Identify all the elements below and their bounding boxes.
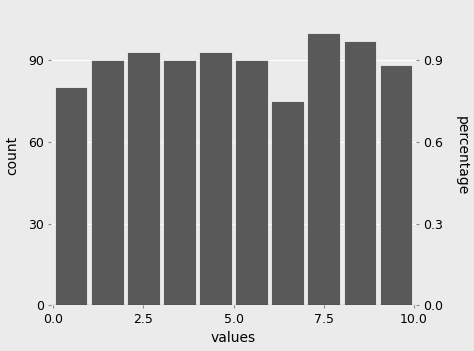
Bar <box>127 52 160 305</box>
Bar <box>236 60 268 305</box>
Bar <box>308 33 340 305</box>
Bar <box>199 52 232 305</box>
Bar <box>380 66 412 305</box>
Bar <box>272 101 304 305</box>
Y-axis label: count: count <box>6 136 19 175</box>
Bar <box>344 41 376 305</box>
Bar <box>55 87 88 305</box>
Bar <box>163 60 196 305</box>
X-axis label: values: values <box>211 331 256 345</box>
Y-axis label: percentage: percentage <box>455 116 468 195</box>
Bar <box>91 60 124 305</box>
